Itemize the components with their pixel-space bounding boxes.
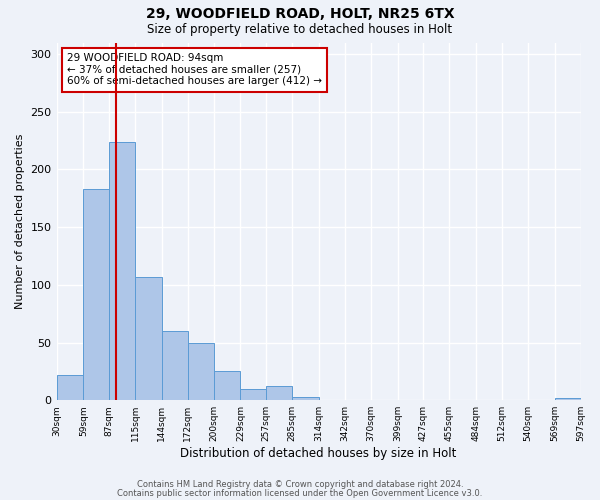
Bar bbox=[554, 398, 581, 400]
Text: 29, WOODFIELD ROAD, HOLT, NR25 6TX: 29, WOODFIELD ROAD, HOLT, NR25 6TX bbox=[146, 8, 454, 22]
Bar bbox=[188, 342, 214, 400]
Text: Contains HM Land Registry data © Crown copyright and database right 2024.: Contains HM Land Registry data © Crown c… bbox=[137, 480, 463, 489]
Text: Size of property relative to detached houses in Holt: Size of property relative to detached ho… bbox=[148, 22, 452, 36]
Text: Contains public sector information licensed under the Open Government Licence v3: Contains public sector information licen… bbox=[118, 488, 482, 498]
Bar bbox=[83, 189, 109, 400]
Bar bbox=[214, 372, 241, 400]
Y-axis label: Number of detached properties: Number of detached properties bbox=[15, 134, 25, 309]
Bar bbox=[135, 276, 162, 400]
X-axis label: Distribution of detached houses by size in Holt: Distribution of detached houses by size … bbox=[181, 447, 457, 460]
Bar bbox=[241, 388, 266, 400]
Text: 29 WOODFIELD ROAD: 94sqm
← 37% of detached houses are smaller (257)
60% of semi-: 29 WOODFIELD ROAD: 94sqm ← 37% of detach… bbox=[67, 53, 322, 86]
Bar bbox=[56, 375, 83, 400]
Bar bbox=[266, 386, 292, 400]
Bar bbox=[292, 396, 319, 400]
Bar bbox=[109, 142, 135, 400]
Bar bbox=[162, 331, 188, 400]
